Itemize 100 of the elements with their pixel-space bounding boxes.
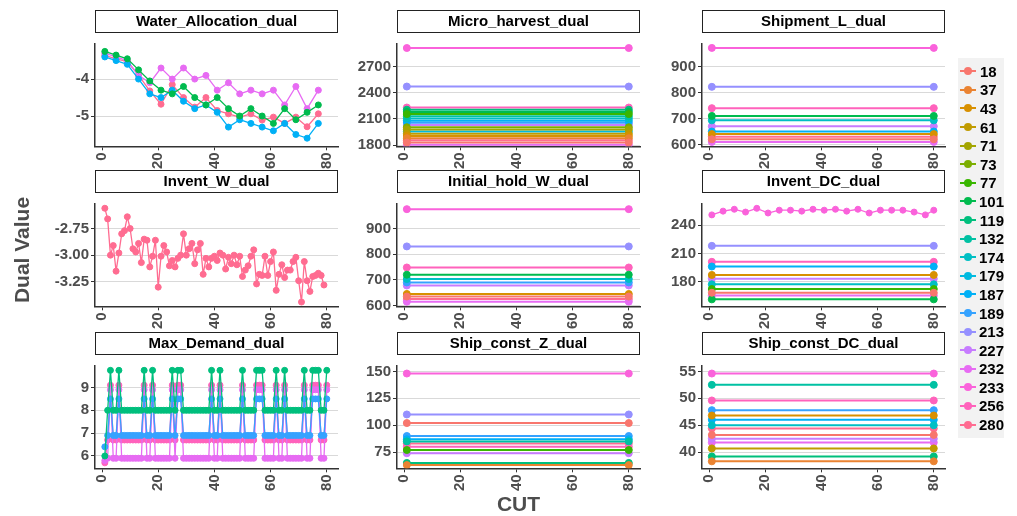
legend-label: 179 (978, 267, 1004, 285)
legend-label: 174 (978, 248, 1004, 266)
legend-label: 73 (980, 155, 997, 173)
y-tick-label: 600 (670, 134, 696, 152)
y-tick-label: 100 (365, 415, 391, 433)
x-tick-label: 80 (923, 312, 941, 329)
chart-title: Invent_W_dual (95, 170, 338, 193)
x-axis-title: CUT (496, 492, 541, 516)
x-tick-label: 60 (562, 152, 580, 169)
legend-label: 132 (978, 230, 1004, 248)
x-tick-label: 0 (92, 474, 110, 483)
x-tick-label: 20 (450, 474, 468, 491)
legend-label: 232 (978, 360, 1004, 378)
y-tick-label: 45 (679, 415, 696, 433)
y-tick-label: -2.75 (54, 218, 89, 236)
y-tick-label: 125 (365, 388, 391, 406)
x-tick-label: 40 (811, 152, 829, 169)
x-tick-label: 20 (148, 312, 166, 329)
x-tick-label: 20 (450, 152, 468, 169)
x-tick-label: 20 (755, 312, 773, 329)
legend-label: 189 (978, 304, 1004, 322)
y-tick-label: 6 (80, 446, 89, 464)
x-tick-label: 80 (618, 474, 636, 491)
x-tick-label: 60 (867, 312, 885, 329)
legend-label: 77 (980, 174, 997, 192)
legend-label: 119 (979, 211, 1004, 229)
y-tick-label: -3.25 (54, 271, 89, 289)
x-tick-label: 60 (867, 474, 885, 491)
legend-label: 233 (978, 378, 1004, 396)
x-tick-label: 60 (867, 152, 885, 169)
x-tick-label: 40 (506, 474, 524, 491)
x-tick-label: 0 (92, 152, 110, 161)
x-tick-label: 40 (811, 474, 829, 491)
x-tick-label: 80 (316, 152, 334, 169)
x-tick-label: 40 (506, 312, 524, 329)
legend-label: 280 (978, 416, 1004, 434)
legend-label: 256 (978, 397, 1004, 415)
y-tick-label: 700 (365, 269, 391, 287)
x-tick-label: 80 (316, 312, 334, 329)
legend-label: 101 (978, 192, 1004, 210)
y-tick-label: 9 (80, 377, 89, 395)
y-tick-label: 900 (670, 56, 696, 74)
x-tick-label: 40 (506, 152, 524, 169)
y-tick-label: 180 (670, 271, 696, 289)
x-tick-label: 40 (204, 474, 222, 491)
legend-label: 71 (980, 137, 997, 155)
chart-title: Micro_harvest_dual (397, 10, 640, 33)
y-tick-label: -5 (75, 106, 89, 124)
legend-label: 227 (978, 341, 1004, 359)
chart-title: Water_Allocation_dual (95, 10, 338, 33)
chart-title: Max_Demand_dual (95, 332, 338, 355)
legend-label: 43 (980, 99, 997, 117)
y-tick-label: 240 (670, 215, 696, 233)
y-tick-label: -4 (75, 69, 90, 87)
x-tick-label: 60 (260, 312, 278, 329)
y-tick-label: 150 (365, 361, 391, 379)
y-tick-label: 210 (670, 243, 696, 261)
y-tick-label: 700 (670, 108, 696, 126)
x-tick-label: 20 (755, 474, 773, 491)
legend-label: 18 (980, 62, 997, 80)
x-tick-label: 20 (148, 152, 166, 169)
legend-label: 213 (978, 323, 1004, 341)
legend-label: 37 (980, 81, 997, 99)
y-tick-label: 800 (365, 244, 391, 262)
y-tick-label: 50 (679, 388, 696, 406)
y-tick-label: 55 (679, 361, 696, 379)
x-tick-label: 40 (811, 312, 829, 329)
y-tick-label: 2100 (357, 109, 391, 127)
x-tick-label: 40 (204, 312, 222, 329)
chart-title: Shipment_L_dual (702, 10, 945, 33)
y-tick-label: 40 (679, 442, 696, 460)
x-tick-label: 0 (394, 474, 412, 483)
y-tick-label: -3.00 (54, 245, 89, 263)
x-tick-label: 0 (394, 152, 412, 161)
chart-title: Ship_const_Z_dual (397, 332, 640, 355)
x-tick-label: 40 (204, 152, 222, 169)
x-tick-label: 20 (755, 152, 773, 169)
x-tick-label: 80 (923, 474, 941, 491)
x-tick-label: 60 (562, 312, 580, 329)
y-tick-label: 2700 (357, 56, 391, 74)
y-tick-label: 900 (365, 218, 391, 236)
y-tick-label: 600 (365, 295, 391, 313)
y-tick-label: 7 (80, 423, 89, 441)
x-tick-label: 80 (316, 474, 334, 491)
x-tick-label: 0 (699, 312, 717, 321)
y-tick-label: 8 (80, 400, 89, 418)
x-tick-label: 20 (450, 312, 468, 329)
y-tick-label: 800 (670, 82, 696, 100)
y-tick-label: 2400 (357, 82, 391, 100)
x-tick-label: 0 (699, 474, 717, 483)
x-tick-label: 80 (923, 152, 941, 169)
legend-label: 187 (978, 285, 1004, 303)
x-tick-label: 60 (562, 474, 580, 491)
chart-title: Ship_const_DC_dual (702, 332, 945, 355)
y-axis-title: Dual Value (10, 196, 34, 304)
x-tick-label: 0 (92, 312, 110, 321)
x-tick-label: 80 (618, 312, 636, 329)
legend-label: 61 (980, 118, 997, 136)
x-tick-label: 60 (260, 474, 278, 491)
x-tick-label: 20 (148, 474, 166, 491)
